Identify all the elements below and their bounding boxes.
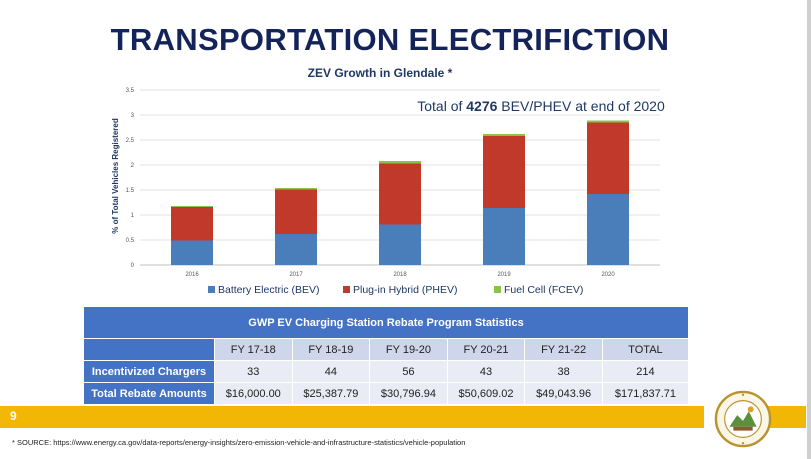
y-tick-label: 3 (131, 113, 135, 119)
column-header: FY 19-20 (369, 338, 448, 361)
page-number: 9 (10, 409, 17, 423)
table-cell: 43 (446, 360, 526, 383)
table-cell: $50,609.02 (446, 382, 526, 405)
table-cell: $49,043.96 (524, 382, 603, 405)
table-cell: 214 (601, 360, 690, 383)
bar-segment (275, 189, 317, 234)
column-header: FY 21-22 (524, 338, 603, 361)
bar-segment (275, 234, 317, 265)
y-tick-label: 3.5 (126, 88, 135, 94)
x-tick-label: 2020 (601, 272, 615, 278)
y-tick-label: 2.5 (126, 138, 135, 144)
table-cell: $25,387.79 (291, 382, 371, 405)
zev-growth-chart: ZEV Growth in Glendale * Total of 4276 B… (90, 62, 705, 300)
header-blank-cell (83, 338, 215, 361)
column-header: FY 18-19 (291, 338, 371, 361)
city-seal-icon (714, 390, 772, 448)
table-cell: 44 (291, 360, 371, 383)
y-tick-label: 0 (131, 263, 135, 269)
footer-band (0, 406, 704, 428)
legend-swatch (343, 286, 350, 293)
y-tick-label: 0.5 (126, 238, 135, 244)
bar-segment (379, 161, 421, 164)
annotation-value: 4276 (466, 98, 497, 114)
bar-segment (587, 120, 629, 123)
row-label-chargers: Incentivized Chargers (83, 360, 215, 383)
table-title: GWP EV Charging Station Rebate Program S… (83, 306, 689, 339)
table-row-rebates: Total Rebate Amounts $16,000.00 $25,387.7… (83, 382, 690, 405)
bar-segment (483, 134, 525, 136)
slide-right-edge (807, 0, 811, 459)
table-cell: 33 (214, 360, 293, 383)
column-header: FY 20-21 (446, 338, 526, 361)
x-tick-label: 2018 (393, 272, 407, 278)
y-axis-label: % of Total Vehicles Registered (111, 118, 120, 234)
chart-annotation: Total of 4276 BEV/PHEV at end of 2020 (417, 98, 665, 114)
bar-segment (587, 194, 629, 265)
x-tick-label: 2017 (289, 272, 303, 278)
bar-segment (171, 240, 213, 265)
table-cell: $171,837.71 (601, 382, 690, 405)
annotation-suffix: BEV/PHEV at end of 2020 (497, 98, 665, 114)
bar-segment (587, 122, 629, 194)
footer-band-tail (760, 406, 806, 428)
y-tick-label: 1 (131, 213, 135, 219)
chart-title: ZEV Growth in Glendale * (308, 66, 453, 80)
table-cell: $30,796.94 (369, 382, 448, 405)
legend-label: Plug-in Hybrid (PHEV) (353, 284, 457, 296)
legend-label: Fuel Cell (FCEV) (504, 284, 583, 296)
table-header-row: FY 17-18 FY 18-19 FY 19-20 FY 20-21 FY 21-22… (83, 338, 690, 361)
table-row-chargers: Incentivized Chargers 33 44 56 43 38 214 (83, 360, 690, 383)
legend-swatch (494, 286, 501, 293)
legend-swatch (208, 286, 215, 293)
bar-segment (171, 206, 213, 207)
bar-segment (483, 136, 525, 208)
x-tick-label: 2016 (185, 272, 199, 278)
column-header: TOTAL (601, 338, 690, 361)
annotation-prefix: Total of (417, 98, 466, 114)
bar-segment (275, 188, 317, 190)
table-cell: $16,000.00 (214, 382, 293, 405)
column-header: FY 17-18 (214, 338, 293, 361)
table-cell: 38 (524, 360, 603, 383)
y-tick-label: 2 (131, 163, 135, 169)
bar-segment (379, 224, 421, 265)
row-label-rebates: Total Rebate Amounts (83, 382, 215, 405)
legend-label: Battery Electric (BEV) (218, 284, 320, 296)
bar-segment (171, 207, 213, 241)
y-tick-label: 1.5 (126, 188, 135, 194)
source-note: * SOURCE: https://www.energy.ca.gov/data… (12, 438, 466, 447)
slide-title: TRANSPORTATION ELECTRIFICTION (110, 22, 670, 57)
table-cell: 56 (369, 360, 448, 383)
x-tick-label: 2019 (497, 272, 511, 278)
zev-growth-chart-svg: ZEV Growth in Glendale * Total of 4276 B… (111, 66, 665, 296)
rebate-stats-table: GWP EV Charging Station Rebate Program S… (83, 306, 690, 405)
bar-segment (483, 208, 525, 265)
bar-segment (379, 163, 421, 225)
